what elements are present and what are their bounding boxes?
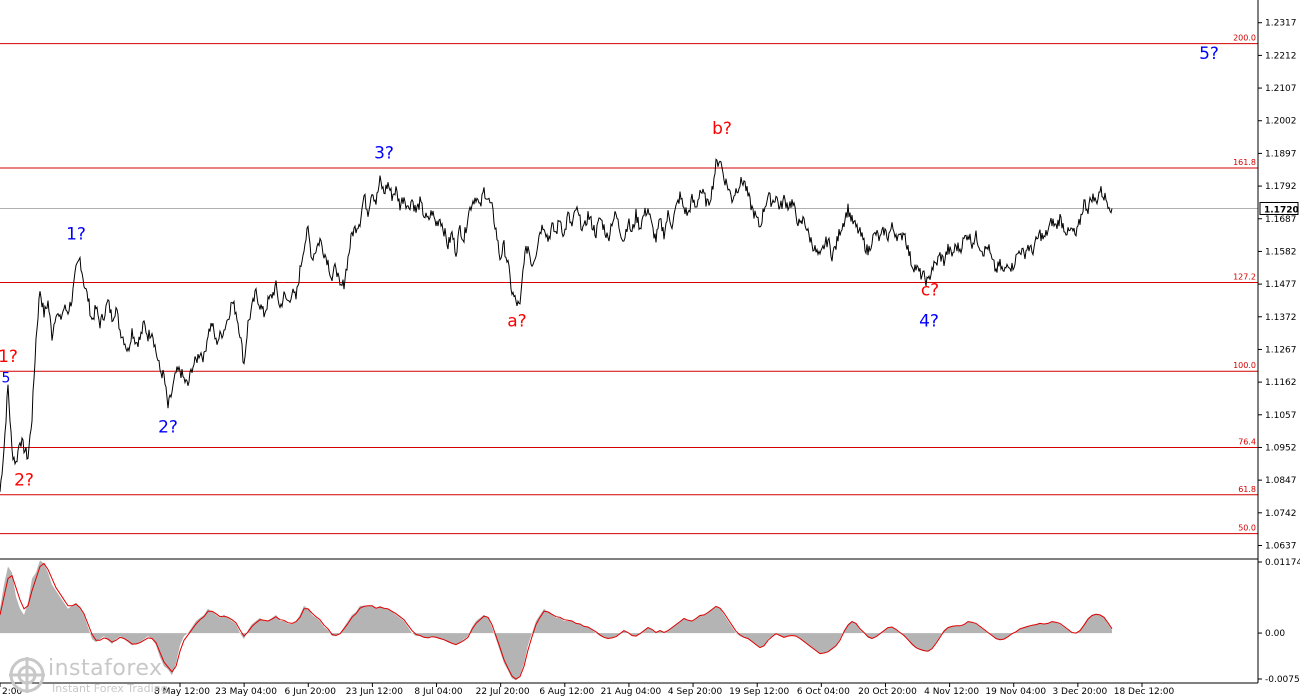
time-tick-label: 4 Nov 12:00 bbox=[924, 687, 979, 697]
time-tick-label: 4 Sep 20:00 bbox=[668, 687, 723, 697]
fib-level-label: 100.0 bbox=[1233, 361, 1256, 370]
time-tick-label: 23 Jun 12:00 bbox=[346, 687, 403, 697]
oscillator-signal-line bbox=[0, 562, 1113, 680]
time-tick-label: 8 Jul 04:00 bbox=[414, 687, 463, 697]
price-tick-label: 1.1582 bbox=[1265, 247, 1297, 257]
current-price-label: 1.1720 bbox=[1264, 205, 1299, 215]
price-tick-label: 1.1372 bbox=[1265, 313, 1297, 323]
time-tick-label: 20 Oct 20:00 bbox=[858, 687, 917, 697]
price-tick-label: 1.0637 bbox=[1265, 541, 1297, 551]
time-axis: 2:00 8 May 12:00 23 May 04:00 6 Jun 20:00 23… bbox=[0, 683, 1175, 697]
price-tick-label: 1.1267 bbox=[1265, 345, 1297, 355]
wave-label: b? bbox=[712, 119, 732, 139]
time-tick-label: 22 Jul 20:00 bbox=[476, 687, 530, 697]
time-tick-label: 19 Sep 12:00 bbox=[729, 687, 789, 697]
price-tick-label: 1.0742 bbox=[1265, 509, 1297, 519]
oscillator-tick-label: 0.00 bbox=[1265, 629, 1285, 639]
time-tick-label: 6 Aug 12:00 bbox=[539, 687, 594, 697]
time-tick-label: 3 Dec 20:00 bbox=[1052, 687, 1107, 697]
wave-label: 4? bbox=[919, 312, 939, 332]
fib-level-label: 76.4 bbox=[1238, 437, 1256, 446]
current-price-box bbox=[1259, 201, 1299, 215]
time-tick-label: 21 Aug 04:00 bbox=[601, 687, 662, 697]
time-tick-label: 8 May 12:00 bbox=[154, 687, 210, 697]
time-tick-label: 18 Dec 12:00 bbox=[1114, 687, 1175, 697]
fib-level-label: 61.8 bbox=[1238, 485, 1256, 494]
price-tick-label: 1.1477 bbox=[1265, 280, 1297, 290]
price-tick-label: 1.0847 bbox=[1265, 476, 1297, 486]
price-tick-label: 1.2002 bbox=[1265, 117, 1297, 127]
wave-label: 3? bbox=[374, 144, 394, 164]
fib-level-label: 127.2 bbox=[1233, 273, 1256, 282]
time-tick-label: 19 Nov 04:00 bbox=[985, 687, 1046, 697]
fib-level-label: 200.0 bbox=[1233, 34, 1256, 43]
time-tick-label: 2:00 bbox=[2, 687, 22, 697]
oscillator-histogram bbox=[0, 560, 1112, 681]
fib-level-label: 161.8 bbox=[1233, 158, 1256, 167]
price-panel: 200.0 161.8 127.2 100.0 76.4 61.8 50.0 1? 5 2? 1? 2… bbox=[0, 34, 1258, 535]
oscillator-tick-label: -0.00759 bbox=[1265, 675, 1300, 685]
oscillator-tick-label: 0.01174 bbox=[1265, 558, 1300, 568]
wave-label: 5? bbox=[1199, 44, 1219, 64]
wave-label: 1? bbox=[0, 347, 18, 367]
price-tick-label: 1.1897 bbox=[1265, 149, 1297, 159]
price-tick-label: 1.1792 bbox=[1265, 182, 1297, 192]
fib-level-label: 50.0 bbox=[1238, 524, 1256, 533]
wave-label: 5 bbox=[2, 371, 11, 387]
wave-label: 1? bbox=[66, 225, 86, 245]
price-tick-label: 1.1687 bbox=[1265, 215, 1297, 225]
time-tick-label: 23 May 04:00 bbox=[215, 687, 277, 697]
wave-label: c? bbox=[921, 281, 939, 301]
time-tick-label: 6 Jun 20:00 bbox=[285, 687, 337, 697]
wave-label: a? bbox=[507, 312, 526, 332]
price-tick-label: 1.1162 bbox=[1265, 378, 1297, 388]
price-series-line bbox=[0, 158, 1113, 492]
time-tick-label: 6 Oct 04:00 bbox=[797, 687, 850, 697]
price-tick-label: 1.2107 bbox=[1265, 84, 1297, 94]
wave-label: 2? bbox=[158, 418, 178, 438]
price-tick-label: 1.2317 bbox=[1265, 19, 1297, 29]
price-tick-label: 1.1057 bbox=[1265, 411, 1297, 421]
price-tick-label: 1.2212 bbox=[1265, 51, 1297, 61]
wave-label: 2? bbox=[14, 470, 34, 490]
oscillator-panel bbox=[0, 560, 1113, 681]
price-tick-label: 1.0952 bbox=[1265, 443, 1297, 453]
